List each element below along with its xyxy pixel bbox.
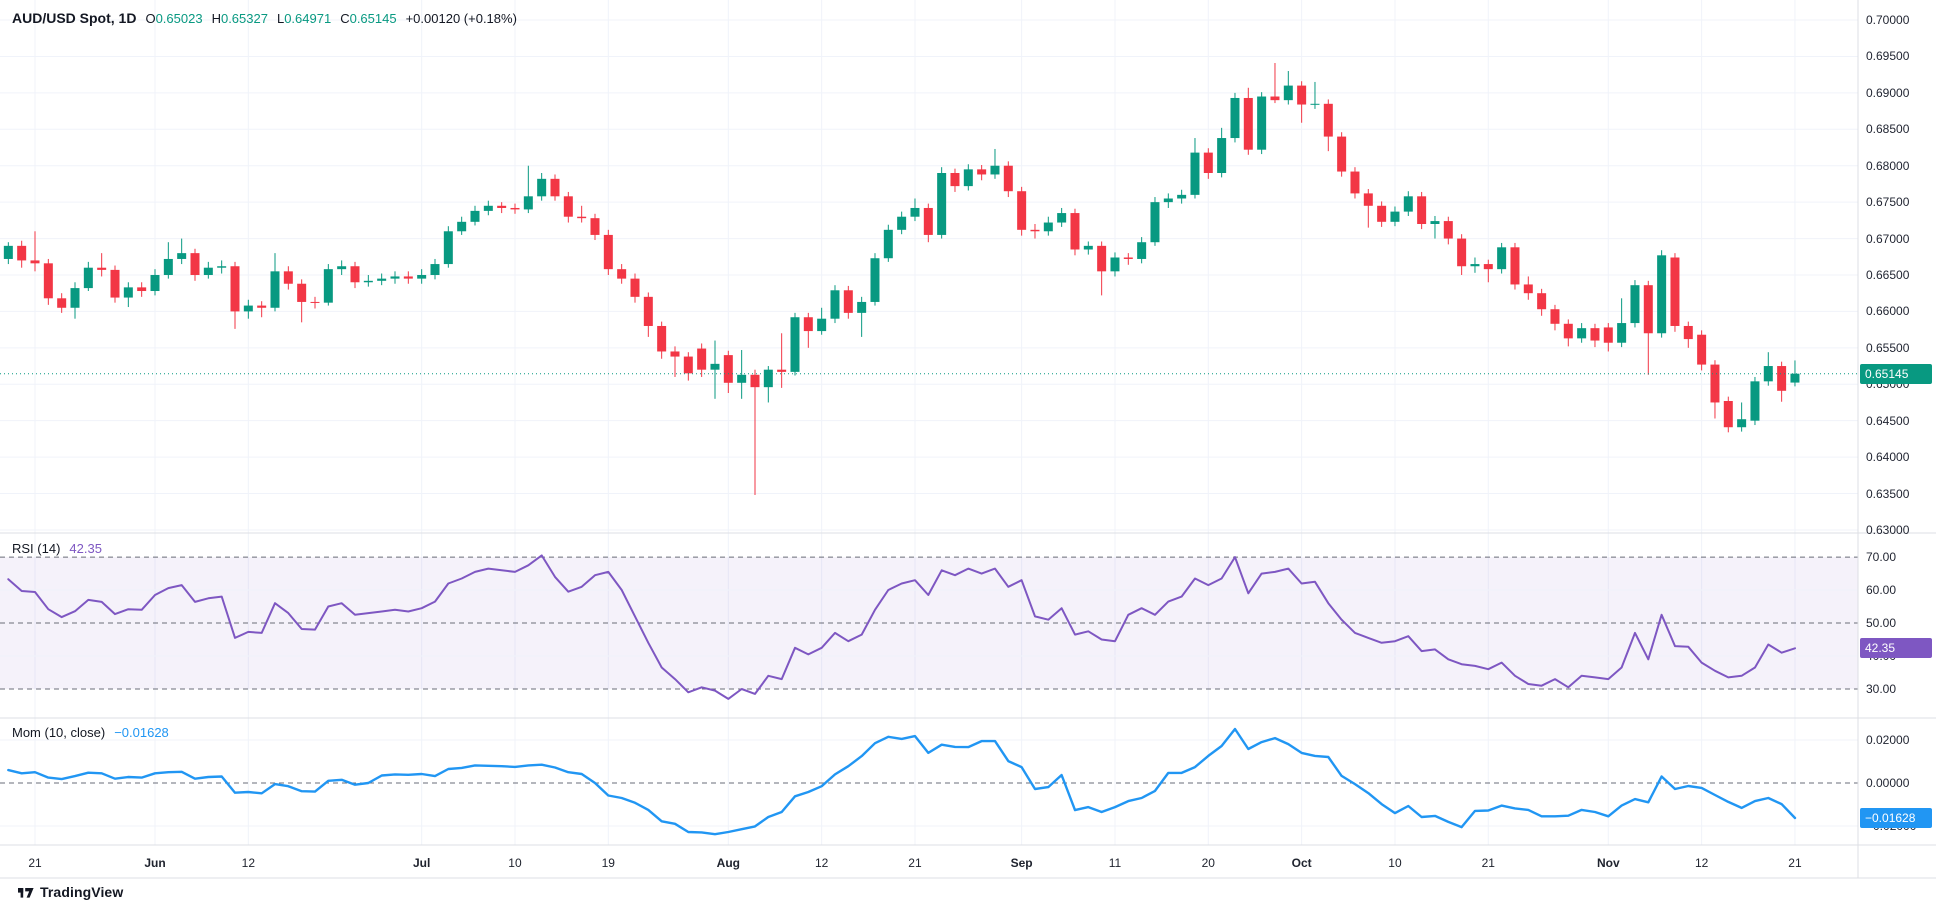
time-axis-label: Nov	[1596, 856, 1620, 870]
time-axis-label: Aug	[716, 856, 740, 870]
time-axis-label: 12	[241, 856, 256, 870]
price-axis-tick: 0.63500	[1866, 486, 1910, 501]
price-axis-tick: 0.68500	[1866, 122, 1910, 137]
price-axis-tick: 0.67500	[1866, 195, 1910, 210]
mom-badge: −0.01628	[1860, 807, 1932, 828]
time-axis-label: 11	[1108, 856, 1122, 870]
price-axis-tick: 0.70000	[1866, 13, 1910, 28]
rsi-line	[7, 554, 1796, 700]
mom-axis-tick: 0.02000	[1866, 732, 1910, 747]
price-axis-tick: 0.64500	[1866, 413, 1910, 428]
last-price-badge: 0.65145	[1860, 363, 1932, 384]
time-axis-label: 12	[1694, 856, 1709, 870]
price-axis-tick: 0.67000	[1866, 231, 1910, 246]
candlestick-series	[3, 63, 1800, 495]
time-axis-label: Oct	[1291, 856, 1312, 870]
rsi-label: RSI (14)	[12, 541, 61, 556]
time-axis-label: 10	[1388, 856, 1402, 870]
price-axis-tick: 0.69500	[1866, 49, 1910, 64]
rsi-legend[interactable]: RSI (14) 42.35	[12, 541, 102, 556]
price-axis-tick: 0.65500	[1866, 340, 1910, 355]
price-axis-tick: 0.64000	[1866, 450, 1910, 465]
price-legend[interactable]: AUD/USD Spot, 1D O0.65023 H0.65327 L0.64…	[12, 10, 517, 26]
mom-axis-tick: 0.00000	[1866, 775, 1910, 790]
ohlc-high: H0.65327	[211, 10, 268, 26]
tradingview-logo-icon	[18, 887, 34, 898]
time-axis-label: 12	[814, 856, 829, 870]
time-axis-label: 20	[1201, 856, 1215, 870]
rsi-value: 42.35	[69, 541, 102, 556]
mom-value: −0.01628	[114, 725, 169, 740]
rsi-axis-tick: 60.00	[1866, 583, 1897, 598]
ohlc-low: L0.64971	[276, 10, 332, 26]
ohlc-close: C0.65145	[340, 10, 397, 26]
time-axis-label: 21	[908, 856, 922, 870]
time-axis-label: 21	[28, 856, 42, 870]
price-axis-tick: 0.66000	[1866, 304, 1910, 319]
time-axis-label: Jun	[144, 856, 166, 870]
daily-change: +0.00120 (+0.18%)	[405, 10, 517, 26]
rsi-badge: 42.35	[1860, 638, 1932, 659]
rsi-axis-tick: 70.00	[1866, 550, 1897, 565]
price-axis-tick: 0.69000	[1866, 85, 1910, 100]
price-axis-tick: 0.68000	[1866, 158, 1910, 173]
time-axis-label: Sep	[1010, 856, 1033, 870]
time-axis-label: Jul	[412, 856, 431, 870]
symbol-title: AUD/USD Spot, 1D	[12, 10, 137, 26]
time-axis-label: 10	[508, 856, 522, 870]
time-axis-label: 19	[601, 856, 615, 870]
mom-line	[7, 727, 1797, 836]
time-axis-label: 21	[1788, 856, 1802, 870]
tradingview-attribution[interactable]: TradingView	[18, 884, 123, 900]
time-axis-label: 21	[1481, 856, 1495, 870]
price-axis-tick: 0.66500	[1866, 267, 1910, 282]
ohlc-open: O0.65023	[145, 10, 203, 26]
rsi-axis-tick: 30.00	[1866, 681, 1897, 696]
mom-label: Mom (10, close)	[12, 725, 106, 740]
price-axis-tick: 0.63000	[1866, 522, 1910, 537]
mom-legend[interactable]: Mom (10, close) −0.01628	[12, 725, 169, 740]
tradingview-brand-text: TradingView	[40, 884, 124, 900]
rsi-axis-tick: 50.00	[1866, 616, 1897, 631]
